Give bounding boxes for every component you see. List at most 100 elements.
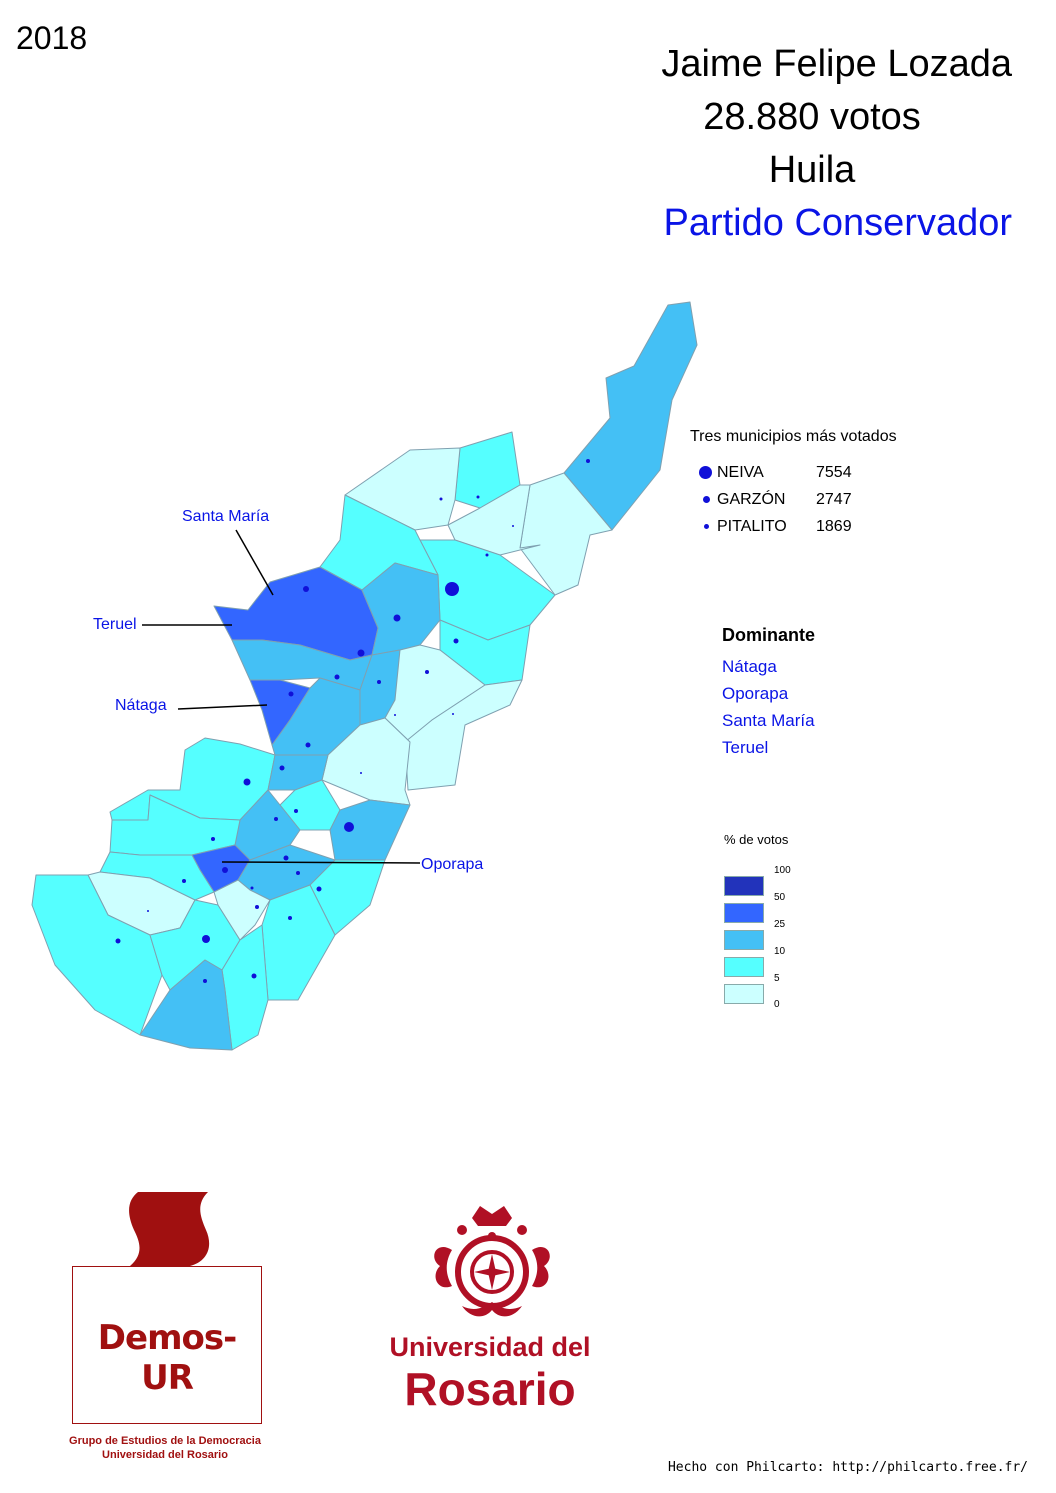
circle-neiva <box>445 582 459 596</box>
legend-swatch <box>724 903 764 923</box>
title-block: Jaime Felipe Lozada 28.880 votos Huila P… <box>492 38 1012 250</box>
circle-municipality <box>211 837 215 841</box>
rosario-logo-line1: Universidad del <box>389 1332 591 1362</box>
dominante-legend: Dominante Nátaga Oporapa Santa María Ter… <box>722 625 815 761</box>
circle-municipality <box>283 855 289 861</box>
circle-municipality <box>439 497 443 501</box>
circle-municipality <box>147 910 149 912</box>
dominante-item: Oporapa <box>722 684 789 703</box>
label-nataga: Nátaga <box>115 697 167 714</box>
legend-tick: 25 <box>774 919 786 930</box>
label-santa-maria: Santa María <box>182 508 270 525</box>
region-garzon <box>329 799 411 861</box>
circle-municipality <box>294 809 298 813</box>
circle-municipality <box>279 765 285 771</box>
circle-municipality <box>251 973 257 979</box>
dominante-item: Santa María <box>722 711 815 730</box>
region-sw-3 <box>31 874 163 1036</box>
circle-municipality <box>452 713 454 715</box>
circle-size-small <box>704 524 709 529</box>
rosario-logo-line2: Rosario <box>404 1363 576 1415</box>
top-municipality-row: PITALITO 1869 <box>690 518 897 545</box>
demos-subtitle-line: Grupo de Estudios de la Democracia <box>69 1435 261 1447</box>
circle-municipality <box>512 525 514 527</box>
party-name: Partido Conservador <box>663 202 1012 244</box>
circle-municipality <box>476 495 480 499</box>
circle-municipality <box>288 691 294 697</box>
circle-municipality <box>305 742 311 748</box>
legend-swatch <box>724 984 764 1004</box>
choropleth-map <box>31 301 698 1051</box>
leader-santa-maria <box>235 529 274 596</box>
legend-swatch <box>724 957 764 977</box>
top-municipalities-title: Tres municipios más votados <box>690 428 897 445</box>
rosario-crest-icon <box>434 1206 550 1317</box>
leader-oporapa <box>221 861 421 864</box>
dominante-item: Teruel <box>722 738 769 757</box>
department-name: Huila <box>768 149 856 191</box>
label-oporapa: Oporapa <box>421 856 484 873</box>
circle-municipality <box>303 586 309 592</box>
region-south-1 <box>139 959 233 1051</box>
circle-municipality <box>316 886 322 892</box>
circle-municipality <box>203 979 207 983</box>
legend-tick: 5 <box>774 973 780 984</box>
region-center-14 <box>309 859 386 936</box>
top-municipality-row: NEIVA 7554 <box>690 464 897 491</box>
top-municipality-name: GARZÓN <box>717 491 786 508</box>
legend-swatch <box>724 876 764 896</box>
circle-municipality <box>222 867 228 873</box>
circle-municipality <box>357 649 365 657</box>
map-year: 2018 <box>16 20 88 56</box>
circle-municipality <box>586 459 590 463</box>
top-municipality-row: GARZÓN 2747 <box>690 491 897 518</box>
dominante-item: Nátaga <box>722 657 777 676</box>
label-teruel: Teruel <box>93 616 137 633</box>
demos-subtitle-line: Universidad del Rosario <box>102 1449 228 1461</box>
circle-municipality <box>250 886 254 890</box>
legend-swatch <box>724 930 764 950</box>
circle-municipality <box>255 905 259 909</box>
demos-logo-box <box>72 1266 262 1424</box>
leader-nataga <box>177 704 268 710</box>
top-municipality-name: PITALITO <box>717 518 787 535</box>
circle-municipality <box>425 670 429 674</box>
top-municipality-name: NEIVA <box>717 464 764 481</box>
legend-title: % de votos <box>724 832 789 847</box>
circle-municipality <box>288 916 292 920</box>
region-sw-4 <box>213 879 271 941</box>
top-municipality-value: 2747 <box>816 491 852 508</box>
circle-municipality <box>243 778 251 786</box>
circle-municipality <box>334 674 340 680</box>
region-west-1 <box>109 737 276 821</box>
circle-municipality <box>393 614 401 622</box>
top-municipality-value: 7554 <box>816 464 852 481</box>
dominante-title: Dominante <box>722 625 816 645</box>
circle-municipality <box>274 817 278 821</box>
color-legend: % de votos 100 50 25 10 5 0 <box>724 832 844 1022</box>
circle-municipality <box>394 714 396 716</box>
legend-tick: 100 <box>774 865 791 876</box>
circle-municipality <box>377 680 381 684</box>
demos-logo-name: Demos-UR <box>97 1318 237 1398</box>
legend-tick: 50 <box>774 892 786 903</box>
demos-logo-icon <box>129 1192 210 1266</box>
top-municipality-value: 1869 <box>816 518 852 535</box>
legend-tick: 10 <box>774 946 786 957</box>
circle-municipality <box>115 938 121 944</box>
circle-municipality <box>360 772 362 774</box>
circle-municipality <box>296 871 300 875</box>
circle-municipality <box>485 553 489 557</box>
circle-municipality <box>453 638 459 644</box>
circle-size-large <box>699 466 712 479</box>
circle-pitalito <box>202 935 210 943</box>
demos-logo-subtitle: Grupo de Estudios de la Democracia Unive… <box>40 1434 290 1462</box>
candidate-name: Jaime Felipe Lozada <box>661 43 1012 85</box>
legend-tick: 0 <box>774 999 780 1010</box>
circle-size-medium <box>703 496 710 503</box>
circle-garzon <box>344 822 354 832</box>
top-municipalities-legend: Tres municipios más votados NEIVA 7554 G… <box>690 428 897 545</box>
vote-total: 28.880 votos <box>703 96 921 138</box>
circle-municipality <box>182 879 186 883</box>
region-north-tip <box>563 301 698 531</box>
